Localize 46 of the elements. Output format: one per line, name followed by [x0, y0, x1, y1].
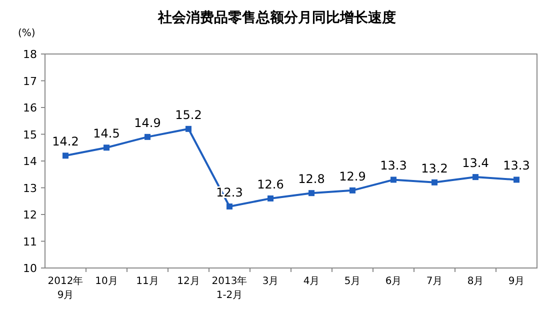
x-tick-label: 10月 [95, 276, 118, 287]
y-tick-label: 12 [23, 208, 37, 222]
data-label: 12.8 [298, 172, 325, 186]
point [144, 134, 150, 140]
data-label: 13.3 [380, 158, 407, 173]
y-tick-label: 11 [23, 235, 37, 248]
y-tick-label: 15 [23, 128, 37, 142]
point [390, 176, 396, 183]
data-label: 14.2 [52, 134, 79, 149]
x-tick-label: 2013年 1-2月 [212, 275, 248, 301]
x-tick-label: 6月 [385, 276, 402, 287]
x-tick-label: 4月 [303, 276, 320, 287]
data-label: 13.4 [462, 156, 489, 170]
y-tick-label: 10 [23, 262, 37, 275]
data-label: 12.9 [339, 169, 366, 184]
point [226, 203, 232, 210]
x-tick-label: 7月 [426, 276, 443, 287]
data-label: 12.6 [257, 177, 284, 192]
point [62, 152, 68, 159]
x-tick-label: 12月 [177, 276, 200, 287]
data-label: 14.9 [134, 116, 161, 130]
point [308, 190, 314, 196]
chart-title: 社会消费品零售总额分月同比增长速度 [157, 9, 396, 26]
x-tick-label: 11月 [136, 276, 159, 287]
x-tick-label: 2012年 9月 [48, 275, 84, 301]
point [350, 187, 356, 194]
y-tick-label: 14 [23, 155, 37, 168]
point [514, 176, 520, 183]
y-tick-label: 13 [23, 182, 37, 195]
data-label: 13.2 [421, 161, 448, 176]
data-label: 14.5 [93, 126, 120, 141]
y-tick-label: 17 [23, 74, 37, 88]
data-label: 13.3 [503, 158, 530, 173]
x-tick-label: 5月 [344, 276, 361, 287]
point [268, 195, 274, 202]
x-tick-label: 8月 [467, 276, 484, 287]
x-tick-label: 9月 [508, 276, 525, 287]
point [186, 126, 192, 132]
point [472, 174, 478, 180]
y-axis-title: (%) [18, 28, 36, 39]
y-tick-label: 18 [23, 48, 37, 61]
y-tick-label: 16 [23, 102, 37, 114]
data-label: 15.2 [175, 108, 202, 122]
x-tick-label: 3月 [262, 276, 279, 287]
point [104, 144, 110, 151]
point [432, 179, 438, 186]
